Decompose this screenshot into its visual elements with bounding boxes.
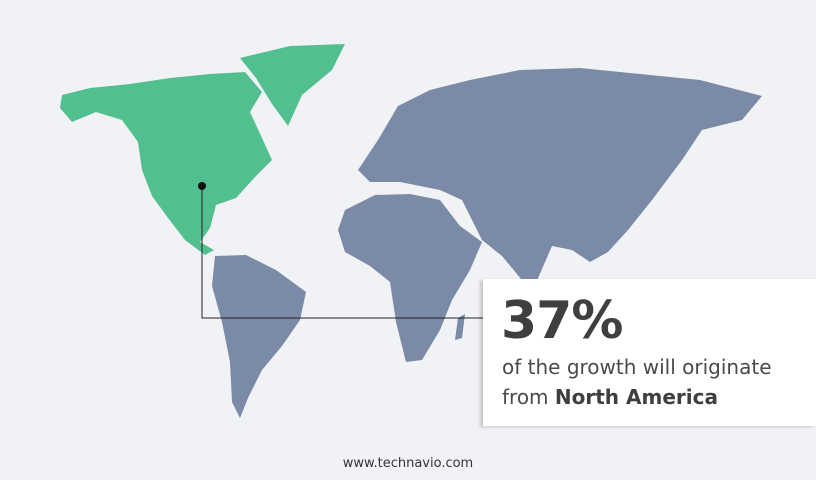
location-marker [198,182,206,190]
callout-text: of the growth will originate [502,355,772,379]
website-footer: www.technavio.com [342,456,474,471]
other-regions [212,68,762,418]
growth-percent: 37% [501,291,623,351]
callout-text-region: from North America [502,385,718,409]
eurasia [358,68,762,292]
callout-card: 37% of the growth will originate from No… [483,279,816,426]
north-america-region [60,44,345,255]
south-america [212,255,306,418]
region-name: North America [554,385,718,409]
callout-leader-line [201,186,490,319]
africa [338,194,482,362]
madagascar [455,314,465,340]
from-text: from [502,385,555,409]
